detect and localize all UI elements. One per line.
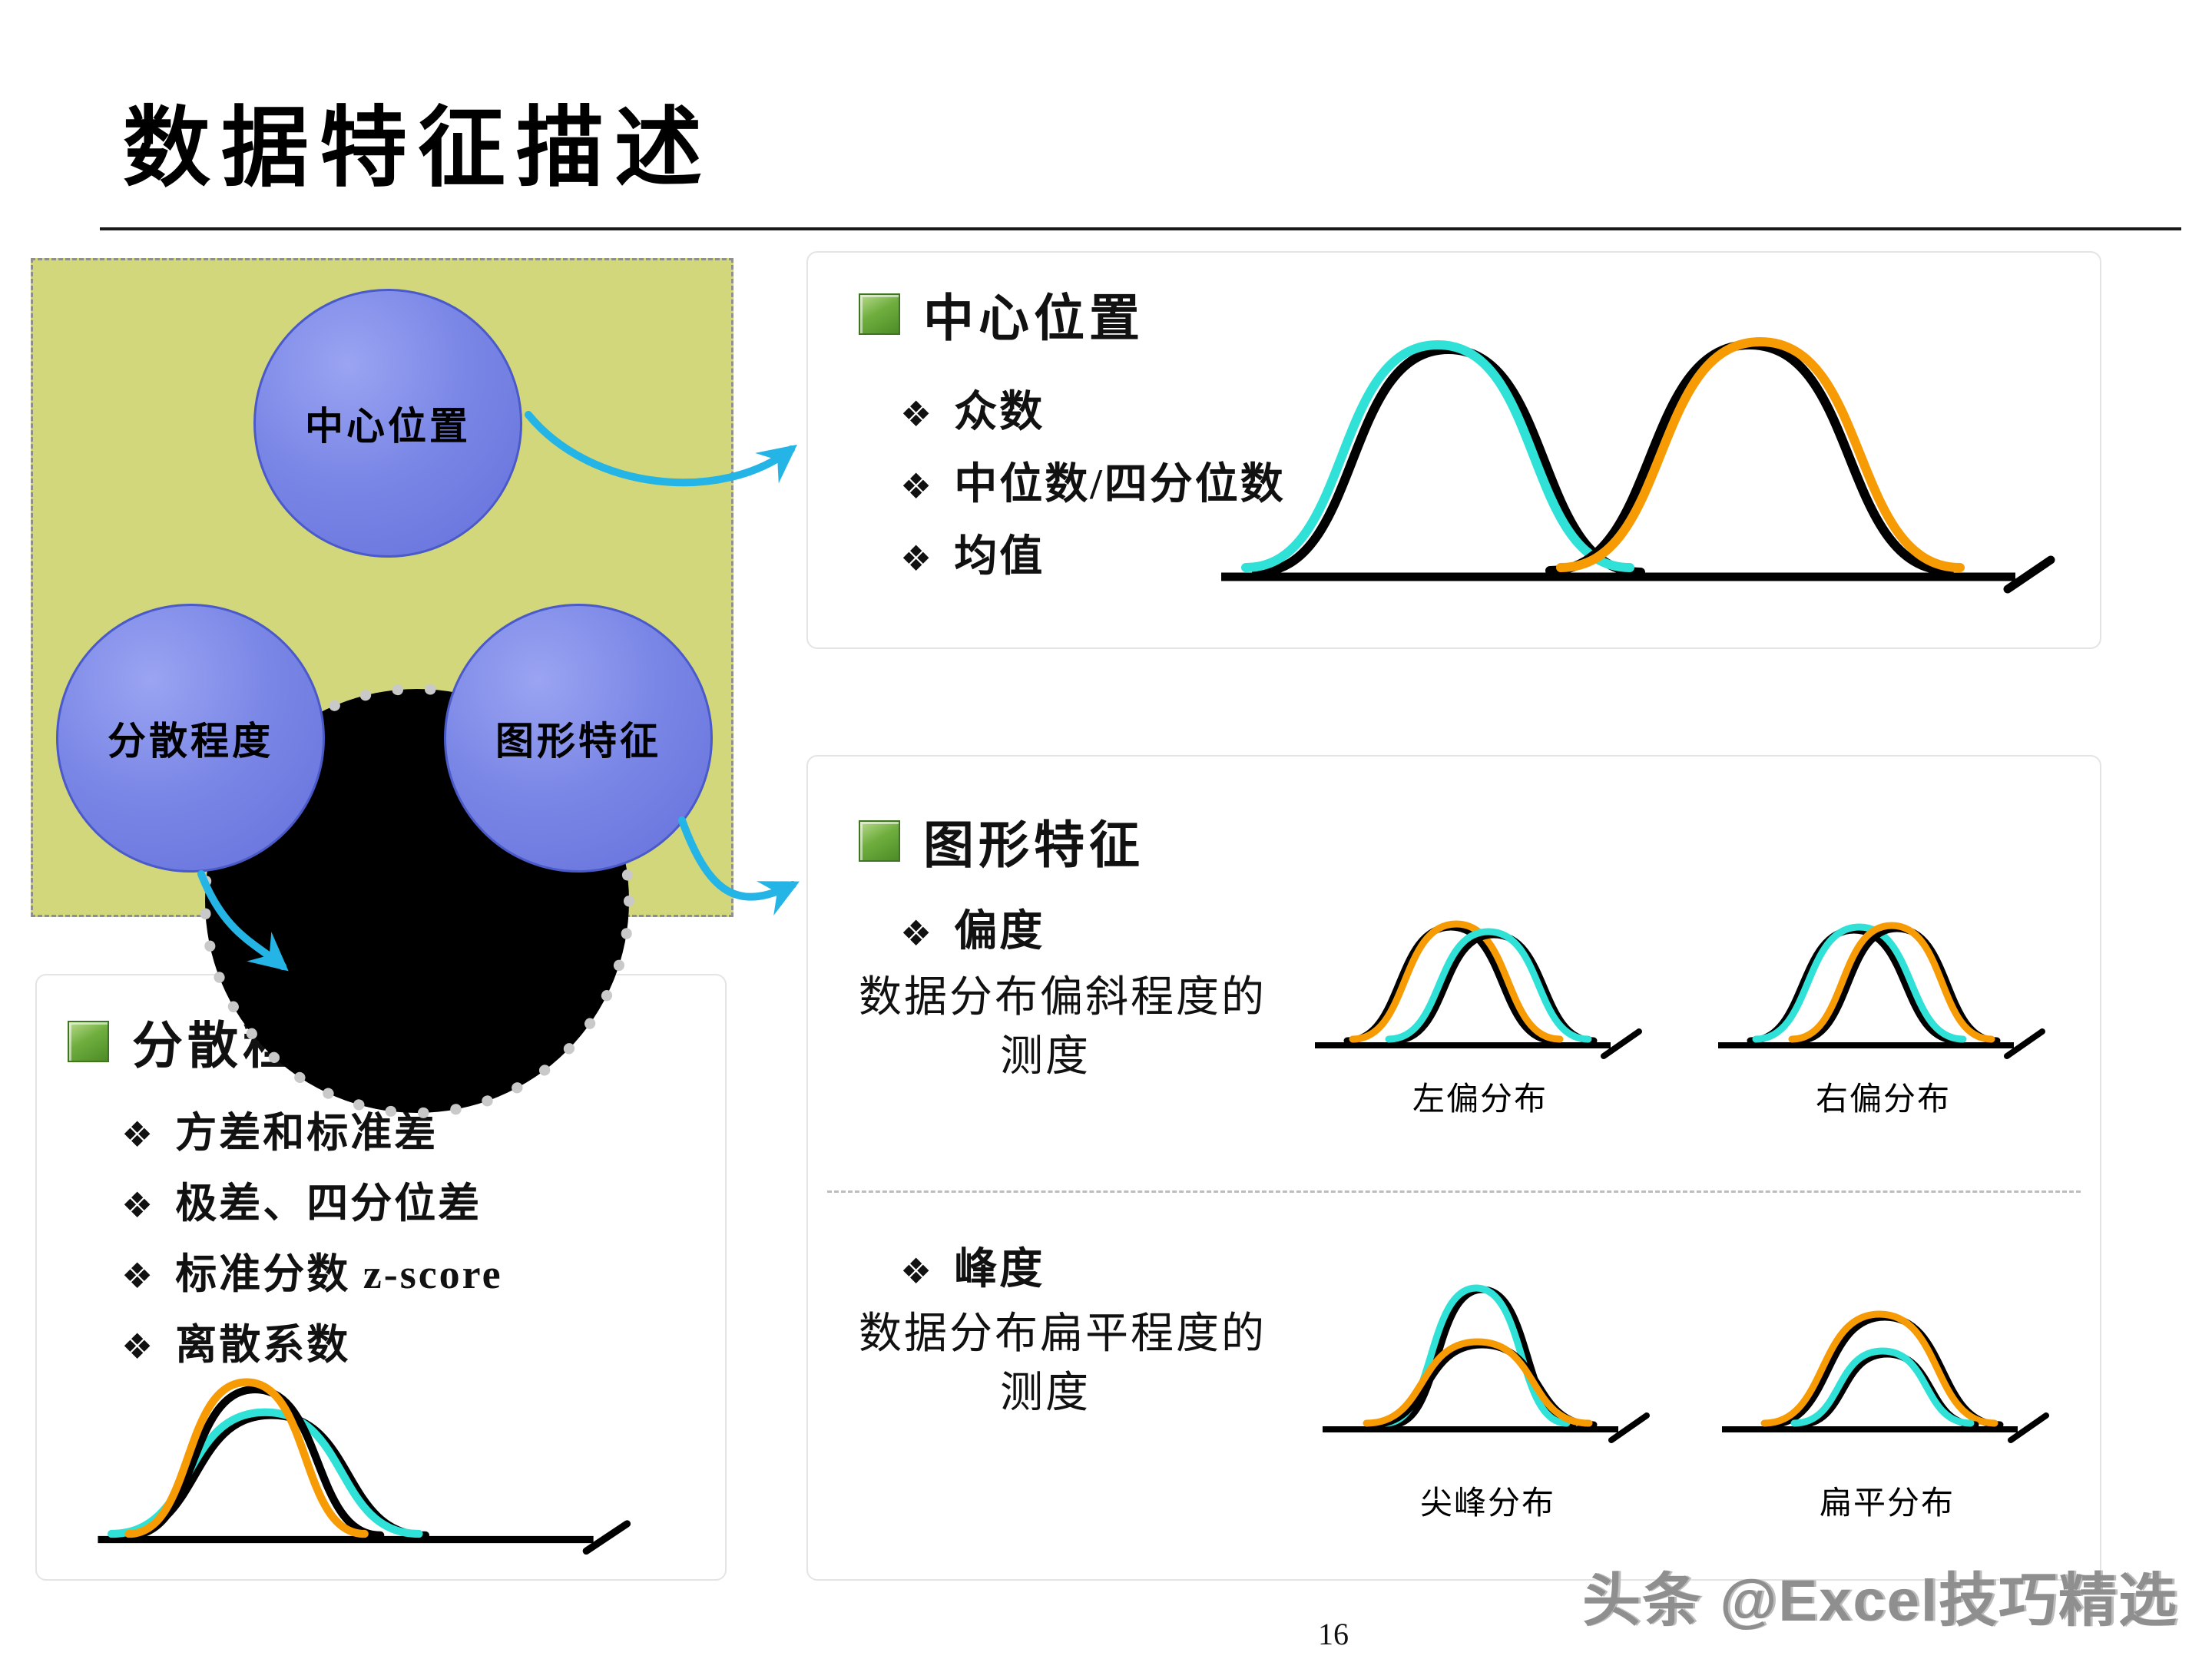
green-square-icon <box>859 293 900 335</box>
bullet-label: 极差、四分位差 <box>175 1181 482 1227</box>
circle-dispersion: 分散程度 <box>56 604 325 873</box>
bullet-label: 中位数/四分位数 <box>954 461 1286 508</box>
kurtosis-desc-line1: 数据分布扁平程度的 <box>859 1310 1267 1358</box>
chart-label-flat: 扁平分布 <box>1819 1486 1955 1522</box>
bullet-label: 众数 <box>954 389 1045 436</box>
diamond-bullet-icon: ❖ <box>121 1327 156 1366</box>
bullet-item: ❖ 方差和标准差 <box>121 1098 438 1159</box>
bullet-item: ❖ 中位数/四分位数 <box>900 449 1286 512</box>
shape-feature-panel: 图形特征 ❖ 偏度 数据分布偏斜程度的 测度 左偏分布 右偏分布 <box>806 755 2101 1581</box>
dispersion-bell-chart <box>98 1378 631 1555</box>
bullet-item: ❖ 均值 <box>900 522 1045 584</box>
green-square-icon <box>68 1021 109 1062</box>
diamond-bullet-icon: ❖ <box>900 395 935 434</box>
two-bell-curves-chart <box>1221 336 2055 594</box>
diamond-bullet-icon: ❖ <box>900 914 935 953</box>
bullet-label: 均值 <box>954 533 1045 581</box>
page-number: 16 <box>1318 1617 1349 1651</box>
flat-distribution-chart <box>1722 1310 2049 1443</box>
panel-header: 中心位置 <box>859 277 1144 351</box>
watermark: 头条 @Excel技巧精选 <box>1582 1568 2178 1634</box>
section-divider <box>827 1190 2081 1193</box>
panel-heading: 中心位置 <box>923 291 1144 347</box>
title-underline <box>100 227 2181 230</box>
bullet-item: ❖ 离散系数 <box>121 1310 350 1371</box>
circle-label: 图形特征 <box>495 720 661 763</box>
panel-heading: 图形特征 <box>923 818 1144 874</box>
bullet-item: ❖ 峰度 <box>900 1234 1045 1296</box>
bullet-item: ❖ 众数 <box>900 377 1045 439</box>
diamond-bullet-icon: ❖ <box>900 467 935 506</box>
page-title: 数据特征描述 <box>123 100 714 197</box>
bullet-item: ❖ 标准分数 z-score <box>121 1240 503 1300</box>
circle-label: 中心位置 <box>305 405 471 448</box>
panel-header: 图形特征 <box>859 804 1144 878</box>
circle-shape-feature: 图形特征 <box>444 604 713 873</box>
bullet-label: 方差和标准差 <box>175 1110 439 1156</box>
skewness-desc-line2: 测度 <box>1000 1033 1091 1081</box>
center-position-panel: 中心位置 ❖ 众数 ❖ 中位数/四分位数 ❖ 均值 <box>806 251 2101 649</box>
diamond-bullet-icon: ❖ <box>900 1252 935 1291</box>
diamond-bullet-icon: ❖ <box>121 1186 156 1225</box>
peaked-distribution-chart <box>1323 1284 1650 1443</box>
chart-label-right-skew: 右偏分布 <box>1815 1082 1951 1118</box>
bullet-label: 峰度 <box>954 1246 1045 1293</box>
right-skew-chart <box>1718 922 2045 1059</box>
bullet-label: 离散系数 <box>175 1322 351 1368</box>
kurtosis-desc-line2: 测度 <box>1000 1369 1091 1417</box>
chart-label-left-skew: 左偏分布 <box>1412 1082 1548 1118</box>
bullet-label: 标准分数 z-score <box>175 1251 503 1297</box>
chart-label-peaked: 尖峰分布 <box>1419 1486 1555 1522</box>
diamond-bullet-icon: ❖ <box>900 539 935 578</box>
green-square-icon <box>859 820 900 862</box>
left-skew-chart <box>1315 920 1642 1059</box>
diamond-bullet-icon: ❖ <box>121 1257 156 1296</box>
bullet-label: 偏度 <box>954 908 1045 955</box>
circle-label: 分散程度 <box>108 720 273 763</box>
bullet-item: ❖ 偏度 <box>900 896 1045 959</box>
bullet-item: ❖ 极差、四分位差 <box>121 1169 482 1230</box>
skewness-desc-line1: 数据分布偏斜程度的 <box>859 974 1267 1022</box>
diamond-bullet-icon: ❖ <box>121 1115 156 1154</box>
circle-center-position: 中心位置 <box>253 289 522 558</box>
